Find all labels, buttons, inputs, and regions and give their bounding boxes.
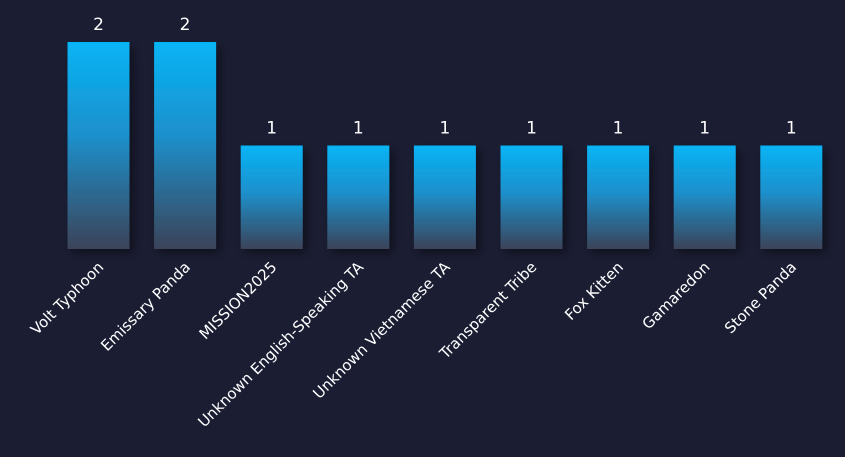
- x-tick-label-6: Fox Kitten: [561, 258, 627, 324]
- data-label-7: 1: [699, 119, 710, 139]
- bar-2[interactable]: [240, 145, 303, 250]
- bar-4[interactable]: [413, 145, 476, 250]
- data-label-0: 2: [93, 15, 104, 35]
- data-label-3: 1: [353, 119, 364, 139]
- bar-3[interactable]: [327, 145, 390, 250]
- bar-1[interactable]: [154, 42, 217, 249]
- x-tick-label-1: Emissary Panda: [97, 258, 194, 355]
- bar-6[interactable]: [587, 145, 650, 250]
- bar-0[interactable]: [67, 42, 130, 249]
- data-label-1: 2: [180, 15, 191, 35]
- x-tick-label-3: Unknown English-Speaking TA: [194, 258, 367, 431]
- bar-8[interactable]: [760, 145, 823, 250]
- data-label-4: 1: [439, 119, 450, 139]
- x-tick-label-7: Gamaredon: [639, 258, 714, 333]
- x-tick-label-4: Unknown Vietnamese TA: [309, 258, 454, 403]
- data-label-6: 1: [613, 119, 624, 139]
- data-label-8: 1: [786, 119, 797, 139]
- x-tick-label-8: Stone Panda: [721, 258, 800, 337]
- x-tick-label-0: Volt Typhoon: [27, 258, 107, 338]
- bar-5[interactable]: [500, 145, 563, 250]
- bar-7[interactable]: [673, 145, 736, 250]
- value-labels-layer: 2 2 1 1 1 1 1 1 1: [93, 15, 797, 139]
- bars-layer: [67, 42, 823, 250]
- data-label-2: 1: [266, 119, 277, 139]
- data-label-5: 1: [526, 119, 537, 139]
- x-tick-label-5: Transparent Tribe: [435, 258, 540, 363]
- x-tick-label-2: MISSION2025: [196, 258, 281, 343]
